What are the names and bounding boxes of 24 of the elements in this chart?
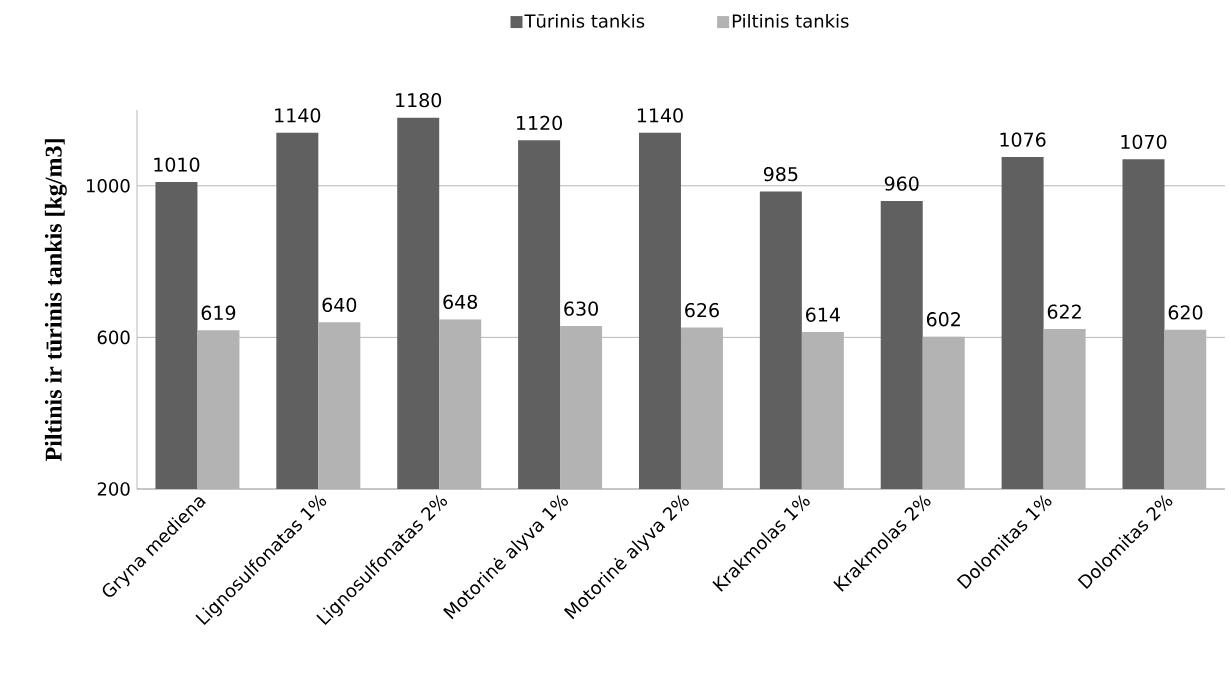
data-label: 640 (322, 297, 357, 313)
data-label: 1070 (1121, 134, 1167, 150)
data-label: 1120 (517, 115, 562, 131)
data-label: 619 (201, 305, 236, 320)
data-label: 1076 (1000, 132, 1046, 147)
legend-label: Tūrinis tankis (524, 13, 645, 28)
data-label: 620 (1168, 305, 1203, 320)
data-label: 1140 (275, 108, 321, 123)
data-label: 602 (926, 312, 960, 327)
data-label: 614 (806, 307, 840, 322)
data-label: 985 (763, 166, 798, 182)
y-tick-label: 600 (97, 330, 130, 345)
y-axis-title: Piltinis ir tūrinis tankis [kg/m3] (44, 139, 67, 462)
data-label: 648 (443, 294, 478, 309)
data-label: 630 (564, 301, 598, 316)
data-label: 1010 (154, 157, 200, 172)
data-label: 626 (685, 302, 719, 318)
data-label: 1140 (637, 108, 683, 123)
data-label: 1180 (396, 93, 442, 108)
data-label: 622 (1047, 304, 1081, 319)
data-label: 960 (884, 176, 919, 191)
y-tick-label: 1000 (86, 178, 130, 193)
y-tick-label: 200 (97, 482, 130, 496)
legend-label: Piltinis tankis (732, 13, 849, 28)
